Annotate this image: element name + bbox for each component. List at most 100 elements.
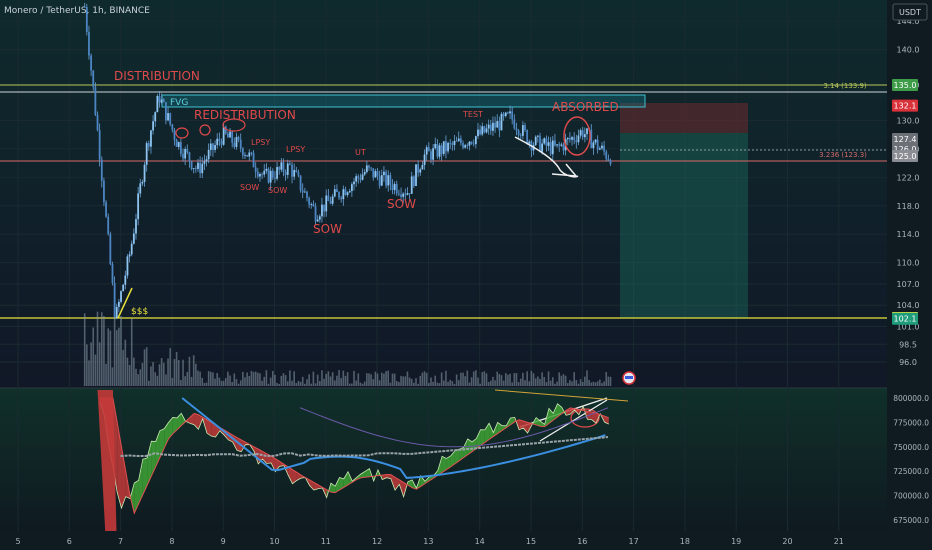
volume-bar [389,382,392,386]
volume-series [83,311,612,386]
price-badge[interactable]: 135.0 [892,79,918,91]
oscillator-band [454,449,460,464]
candle-body [175,139,178,147]
volume-bar [133,357,135,386]
candle-body [92,70,95,88]
candle-body [325,195,328,212]
price-badge[interactable]: 132.1 [892,99,918,112]
red-circle-3[interactable] [222,118,246,132]
candle-body [293,170,296,177]
volume-bar [545,382,548,386]
volume-bar [312,371,315,386]
price-tick-label: 107.0 [897,280,920,289]
candle-body [462,143,464,148]
volume-bar [118,327,120,386]
candle-body [224,126,227,134]
volume-bar [295,383,298,386]
volume-bar [378,380,381,386]
volume-bar [319,381,321,386]
candle-body [336,189,338,193]
candlestick-series[interactable] [83,2,612,320]
oscillator-series[interactable] [97,390,609,531]
candle-body [103,180,105,203]
volume-bar [308,374,310,386]
candle-body [145,143,148,165]
oscillator-band [339,477,344,491]
candle-body [271,170,274,178]
candle-body [573,137,576,141]
signal-line[interactable] [100,397,609,515]
osc-orange-line[interactable] [494,389,629,402]
osc-red-circle[interactable] [570,408,600,428]
volume-bar [393,373,396,386]
volume-bar [175,351,178,386]
candle-body [581,130,584,138]
candle-body [171,124,174,130]
time-tick-label: 8 [169,537,174,546]
volume-bar [498,374,501,386]
volume-bar [325,373,328,386]
oscillator-band [553,403,558,421]
volume-bar [504,373,507,386]
candle-body [577,135,580,143]
yellow-diagonal[interactable] [117,287,133,319]
oscillator-axis[interactable]: 800000.0 775000.0 750000.0 725000.0 700000.0… [893,394,929,525]
candle-body [404,193,407,195]
take-profit-zone[interactable] [620,133,748,318]
volume-bar [111,367,114,386]
candle-body [90,55,93,71]
red-circle-2[interactable] [199,124,211,136]
time-axis[interactable]: 5 6 7 8 9 10 11 12 13 14 15 16 17 18 19 20 21 [15,537,843,546]
alert-icon[interactable] [622,371,636,385]
time-tick-label: 9 [221,537,226,546]
price-axis[interactable]: 144.0 140.0 135.0 130.0 126.0 122.0 118.0 114.0… [892,17,919,367]
candle-body [485,128,488,133]
candle-body [504,112,507,117]
candle-body [526,130,529,144]
grey-step-line[interactable] [120,436,609,458]
price-badge[interactable]: 102.1 [892,312,918,325]
candle-body [479,129,482,135]
candle-body [507,112,509,114]
candle-body [329,201,332,204]
volume-bar [282,373,285,386]
candle-body [528,141,531,144]
time-tick-label: 11 [321,537,331,546]
candle-body [566,137,569,140]
oscillator-line[interactable] [99,402,609,510]
volume-bar [103,316,105,386]
volume-bar [137,374,139,386]
candle-body [470,141,473,144]
candle-body [368,165,370,168]
candle-body [425,147,428,155]
currency-button[interactable]: USDT [892,3,928,21]
red-circle-1[interactable] [175,127,189,139]
candle-body [402,193,405,197]
volume-bar [541,372,543,386]
price-badge[interactable]: 127.4 [892,132,918,145]
time-tick-label: 17 [629,537,639,546]
oscillator-band [382,474,387,480]
candle-body [513,119,516,129]
candle-body [199,162,202,174]
osc-white-line-2[interactable] [539,399,608,442]
price-badge[interactable]: 125.0 [892,150,918,163]
volume-bar [246,372,248,386]
volume-bar [509,373,511,386]
candle-body [235,136,238,147]
time-tick-label: 12 [372,537,382,546]
osc-tick-label: 675000.0 [893,516,929,525]
stop-loss-zone[interactable] [620,103,748,133]
currency-label: USDT [899,8,921,17]
volume-bar [425,372,428,386]
volume-bar [314,383,317,386]
candle-body [517,130,520,136]
volume-bar [158,364,161,386]
absorbed-circle[interactable] [563,116,591,156]
volume-bar [419,375,422,386]
volume-bar [346,372,349,386]
purple-curve [299,407,609,448]
volume-bar [519,378,522,386]
white-swoosh[interactable] [514,136,579,178]
